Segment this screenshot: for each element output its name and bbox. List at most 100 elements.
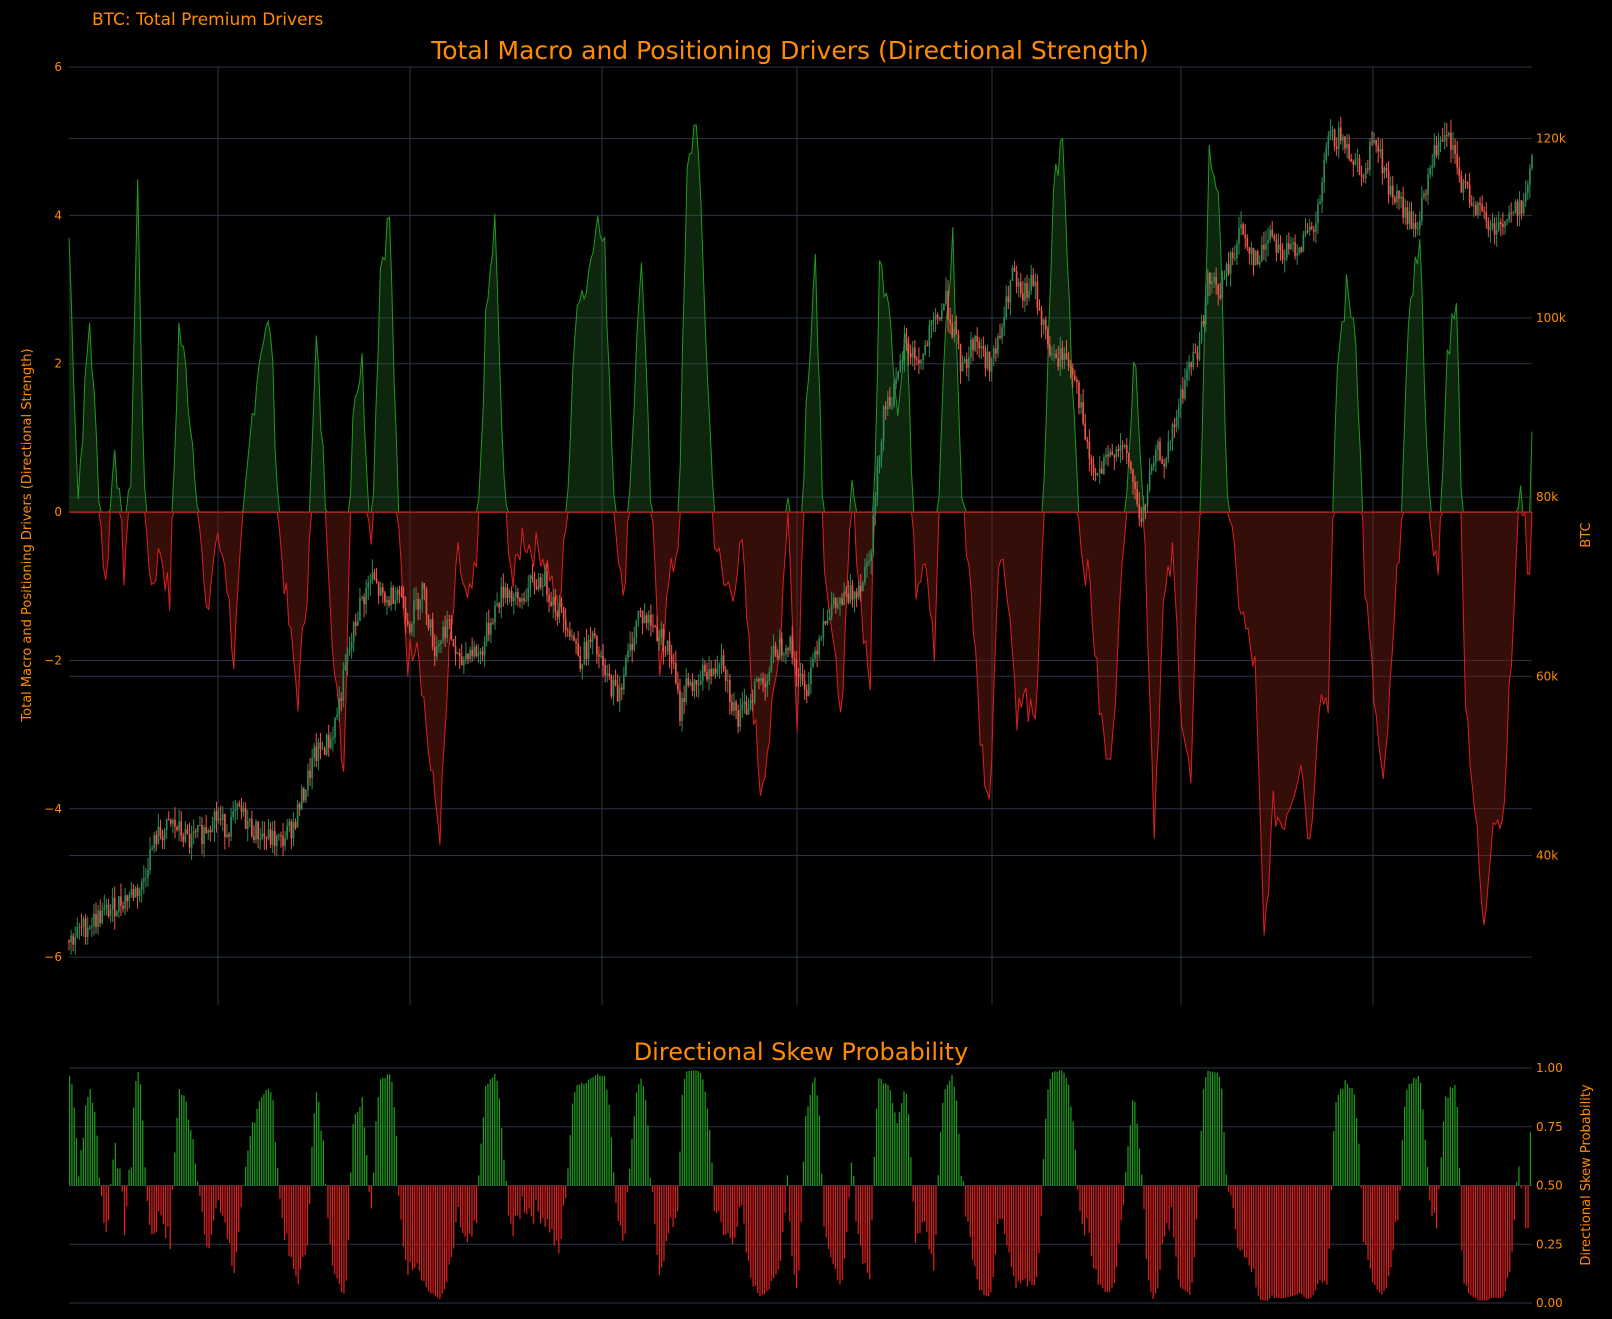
skew-bar bbox=[293, 1185, 295, 1270]
skew-bar bbox=[981, 1185, 983, 1291]
btc-candle bbox=[323, 748, 326, 755]
btc-candle bbox=[623, 675, 625, 690]
skew-bar bbox=[814, 1077, 816, 1186]
skew-bar bbox=[498, 1098, 501, 1186]
skew-bar bbox=[448, 1185, 450, 1265]
btc-candle bbox=[1040, 310, 1043, 325]
btc-candle bbox=[708, 669, 710, 680]
skew-bar bbox=[370, 1185, 373, 1209]
skew-bar bbox=[567, 1168, 569, 1186]
skew-bar bbox=[210, 1185, 212, 1235]
btc-candle bbox=[1242, 224, 1244, 235]
btc-candle bbox=[226, 834, 228, 837]
btc-candle bbox=[897, 371, 900, 379]
skew-bar bbox=[267, 1088, 270, 1186]
btc-candle bbox=[427, 614, 430, 628]
btc-candle bbox=[1163, 463, 1166, 467]
skew-chart-title: Directional Skew Probability bbox=[634, 1038, 969, 1066]
btc-candle bbox=[1377, 145, 1380, 152]
skew-bar bbox=[270, 1092, 272, 1186]
btc-candle bbox=[1333, 129, 1336, 147]
skew-bar bbox=[219, 1185, 222, 1214]
skew-bar bbox=[1065, 1078, 1067, 1186]
btc-candle bbox=[1369, 141, 1371, 170]
skew-bar bbox=[1141, 1174, 1143, 1186]
btc-candle bbox=[762, 678, 764, 684]
btc-candle bbox=[517, 591, 519, 599]
skew-bar bbox=[702, 1079, 704, 1186]
btc-candle bbox=[560, 602, 563, 607]
btc-candle bbox=[138, 889, 141, 896]
btc-candle bbox=[165, 819, 168, 831]
skew-bar bbox=[656, 1185, 658, 1255]
btc-candle bbox=[1485, 212, 1488, 222]
skew-bar bbox=[165, 1185, 167, 1239]
btc-candle bbox=[814, 650, 816, 660]
skew-bar bbox=[606, 1089, 608, 1186]
skew-bar bbox=[437, 1185, 439, 1298]
skew-bar bbox=[1527, 1185, 1529, 1229]
btc-candle bbox=[581, 664, 584, 669]
btc-candle bbox=[880, 441, 883, 458]
skew-bar bbox=[793, 1185, 795, 1275]
btc-candle bbox=[1508, 212, 1510, 220]
skew-bar bbox=[969, 1185, 971, 1238]
btc-candle bbox=[1069, 366, 1072, 369]
btc-candle bbox=[589, 639, 592, 642]
skew-bar bbox=[343, 1185, 345, 1294]
skew-bar bbox=[171, 1185, 174, 1190]
skew-bar bbox=[107, 1185, 110, 1221]
skew-bar bbox=[1410, 1083, 1413, 1186]
skew-bar bbox=[663, 1185, 665, 1262]
skew-bar bbox=[619, 1185, 622, 1226]
btc-candle bbox=[381, 587, 384, 593]
btc-candle bbox=[731, 702, 733, 712]
btc-candle bbox=[614, 679, 617, 685]
btc-candle bbox=[338, 698, 340, 716]
btc-candle bbox=[72, 935, 74, 945]
btc-candle bbox=[1236, 243, 1238, 258]
btc-candle bbox=[1531, 155, 1533, 169]
btc-candle bbox=[302, 788, 305, 801]
skew-bar bbox=[834, 1185, 837, 1270]
btc-candle bbox=[479, 651, 482, 654]
skew-bar bbox=[274, 1142, 276, 1186]
btc-candle bbox=[78, 926, 81, 928]
btc-candle bbox=[485, 622, 488, 642]
skew-bar bbox=[590, 1078, 592, 1186]
btc-candle bbox=[1229, 252, 1232, 274]
skew-bar bbox=[869, 1185, 871, 1280]
skew-bar bbox=[1001, 1185, 1003, 1219]
btc-candle bbox=[1481, 204, 1483, 211]
skew-bar bbox=[265, 1090, 267, 1186]
btc-candle bbox=[298, 803, 301, 809]
skew-y-axis-label: Directional Skew Probability bbox=[1579, 1084, 1594, 1266]
btc-candle bbox=[309, 770, 311, 778]
btc-candle bbox=[1410, 211, 1413, 229]
btc-candle bbox=[1527, 184, 1529, 193]
btc-candle bbox=[770, 655, 773, 672]
btc-candle bbox=[284, 838, 286, 846]
btc-candle bbox=[1470, 203, 1473, 206]
btc-candle bbox=[1138, 504, 1141, 519]
skew-bar bbox=[338, 1185, 340, 1285]
btc-candle bbox=[122, 905, 124, 909]
btc-candle bbox=[909, 352, 912, 358]
skew-bar bbox=[1131, 1100, 1134, 1186]
btc-candle bbox=[1331, 129, 1334, 131]
skew-bar bbox=[1271, 1185, 1273, 1296]
btc-candle bbox=[1385, 167, 1388, 171]
skew-bar bbox=[325, 1183, 327, 1186]
btc-candle bbox=[406, 620, 409, 625]
skew-bar bbox=[1200, 1130, 1202, 1186]
skew-bar bbox=[441, 1185, 443, 1294]
btc-candle bbox=[1350, 158, 1353, 162]
btc-candle bbox=[1344, 136, 1346, 149]
btc-candle bbox=[460, 656, 463, 666]
btc-candle bbox=[311, 758, 313, 778]
btc-candle bbox=[348, 648, 351, 653]
skew-bar bbox=[1310, 1185, 1312, 1298]
skew-bar bbox=[1349, 1087, 1351, 1186]
skew-bar bbox=[1088, 1185, 1090, 1233]
skew-bar bbox=[784, 1185, 786, 1213]
